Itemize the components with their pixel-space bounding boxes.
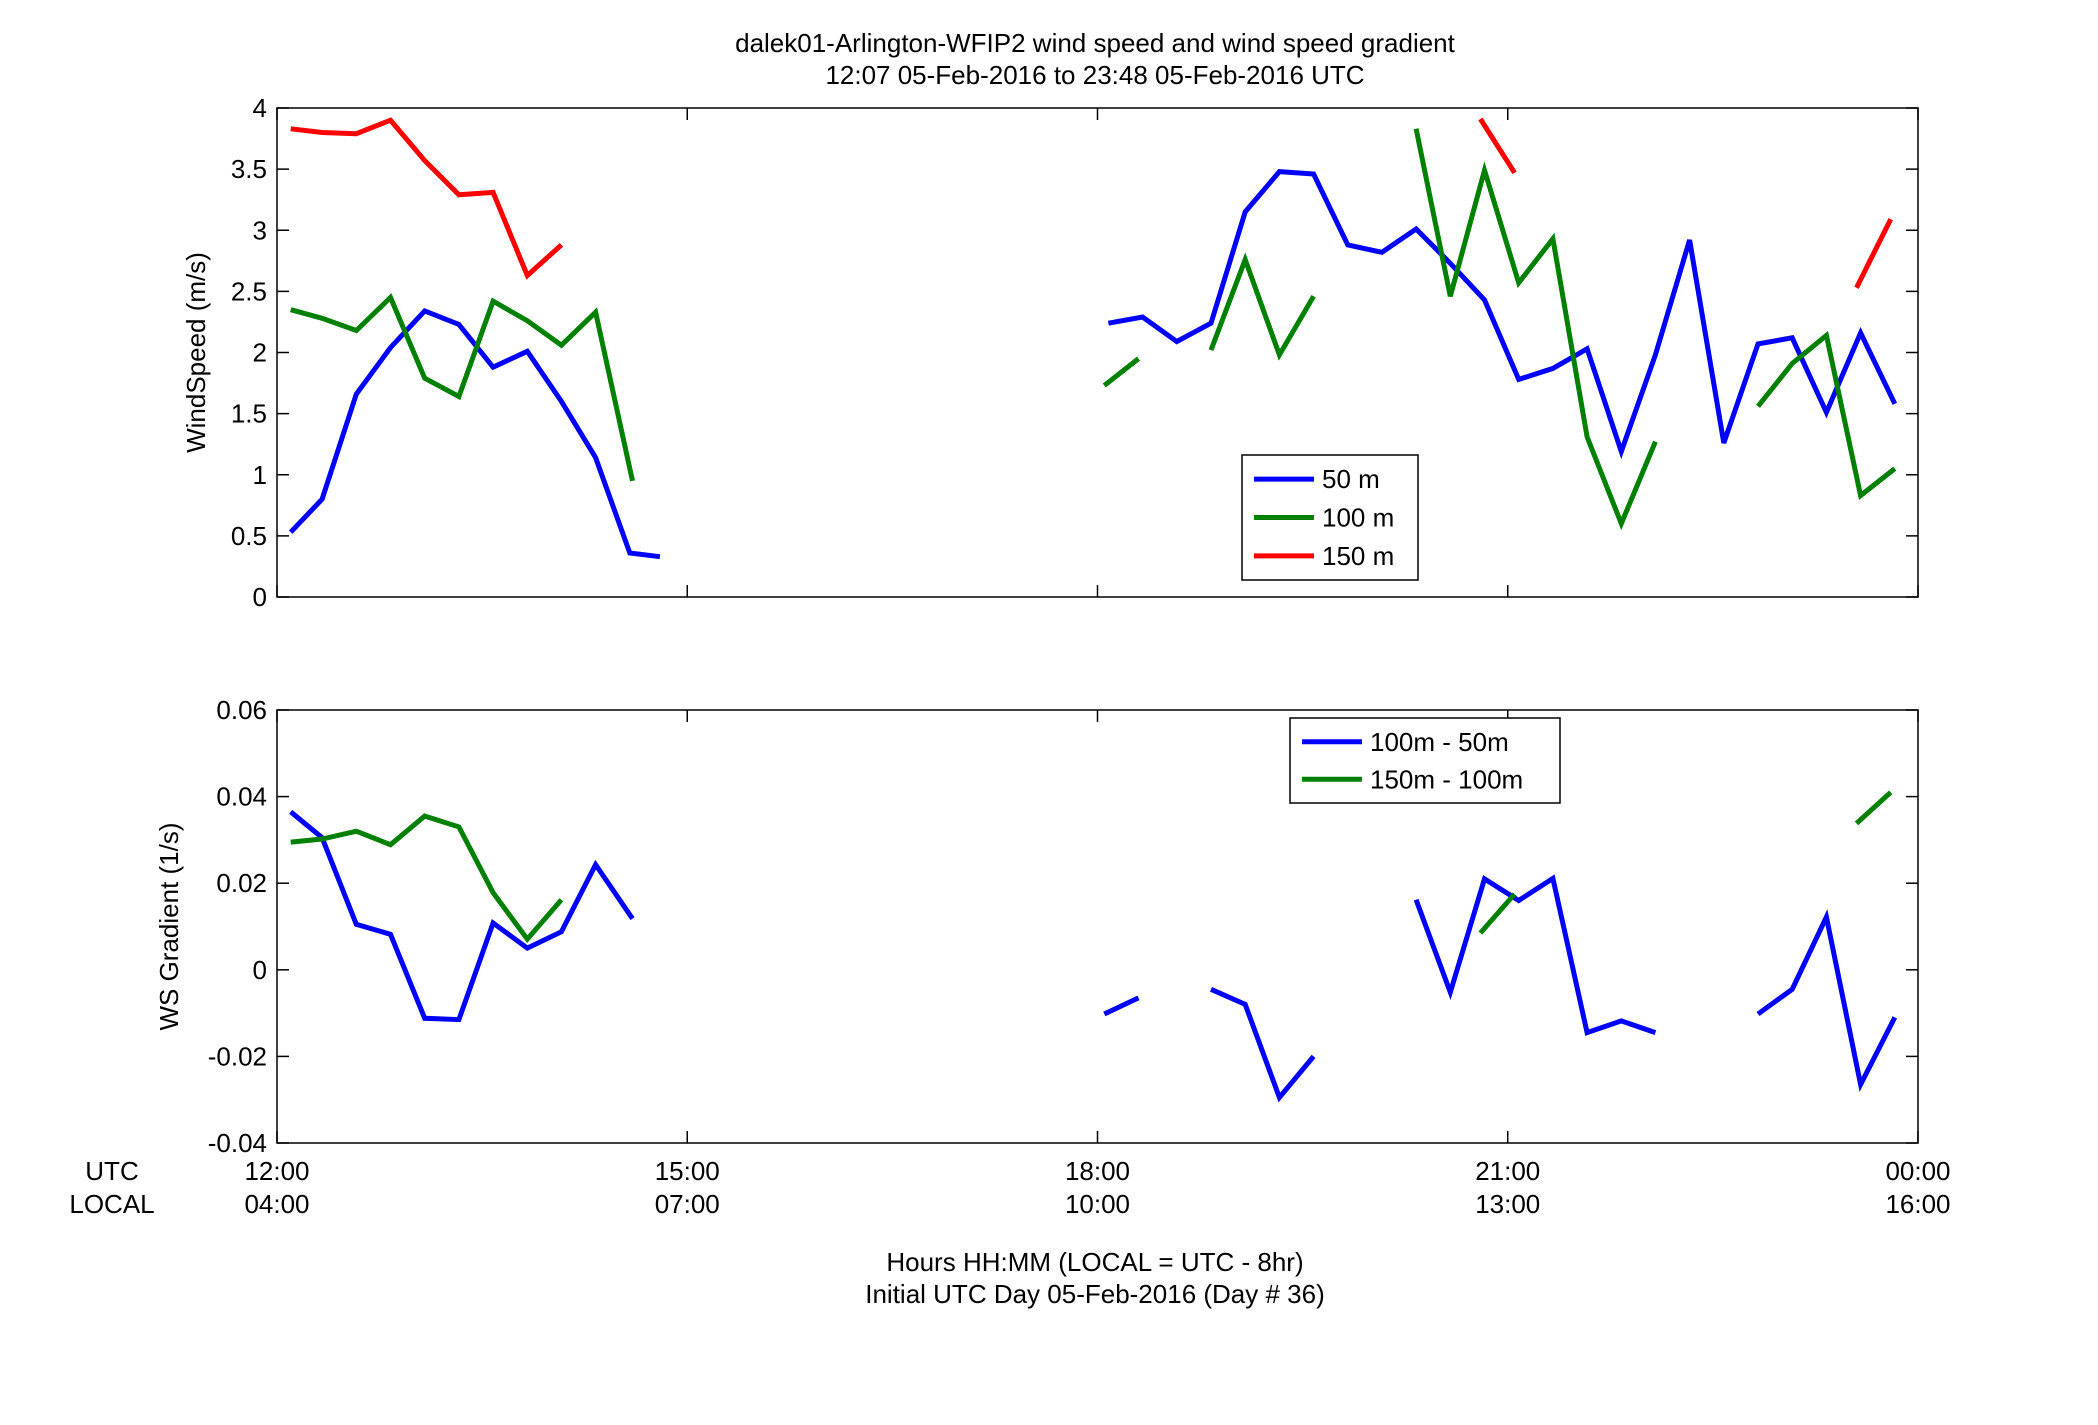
plot-area — [276, 709, 1919, 1144]
x-tick-label-local: 13:00 — [1475, 1189, 1540, 1219]
legend: 50 m 100 m 150 m — [1241, 454, 1419, 581]
wind-speed-panel: 0 0.5 1 1.5 2 2.5 3 3.5 4 WindSpeed (m/s) 50 m 100 … — [181, 93, 1919, 612]
y-tick-label: 3 — [253, 215, 267, 245]
series-line-150-m — [290, 117, 564, 280]
y-tick-label: 0.5 — [231, 521, 267, 551]
x-row-label-local: LOCAL — [69, 1189, 154, 1219]
y-tick-label: -0.02 — [208, 1041, 267, 1071]
chart-title: dalek01-Arlington-WFIP2 wind speed and w… — [735, 28, 1456, 58]
series-line-150m-100m — [1478, 892, 1517, 935]
series-line-100-m — [1102, 356, 1141, 388]
series-line-150m-100m — [290, 813, 564, 944]
series-line-100-m — [1756, 330, 1897, 500]
legend-label: 150m - 100m — [1370, 764, 1523, 794]
x-tick-label-utc: 15:00 — [655, 1156, 720, 1186]
x-tick-label-utc: 18:00 — [1065, 1156, 1130, 1186]
x-tick-label-local: 10:00 — [1065, 1189, 1130, 1219]
legend-label: 100m - 50m — [1370, 727, 1509, 757]
series-line-150-m — [1854, 218, 1893, 289]
y-tick-label: 0 — [253, 582, 267, 612]
y-tick-label: 2 — [253, 338, 267, 368]
gradient-panel: -0.04 -0.02 0 0.02 0.04 0.06 WS Gradient (1/s)… — [154, 695, 1919, 1158]
series-line-100m-50m — [1756, 909, 1898, 1093]
y-tick-label: 1 — [253, 460, 267, 490]
series-line-50-m — [1107, 169, 1898, 460]
x-tick-label-local: 04:00 — [244, 1189, 309, 1219]
x-tick-label-utc: 00:00 — [1885, 1156, 1950, 1186]
y-tick-label: 3.5 — [231, 154, 267, 184]
x-row-label-utc: UTC — [85, 1156, 138, 1186]
legend-label: 100 m — [1322, 503, 1394, 533]
y-tick-label: -0.04 — [208, 1128, 267, 1158]
y-axis-label: WS Gradient (1/s) — [154, 822, 184, 1030]
series-line-100-m — [290, 293, 635, 482]
series-line-100-m — [1208, 252, 1316, 361]
y-tick-label: 0.02 — [216, 868, 267, 898]
x-tick-label-utc: 21:00 — [1475, 1156, 1540, 1186]
legend-box — [1289, 717, 1561, 804]
y-tick-label: 4 — [253, 93, 267, 123]
y-tick-label: 0 — [253, 955, 267, 985]
x-tick-label-local: 16:00 — [1885, 1189, 1950, 1219]
x-axis-label: Hours HH:MM (LOCAL = UTC - 8hr) — [886, 1247, 1303, 1277]
y-tick-label: 0.06 — [216, 695, 267, 725]
legend-label: 150 m — [1322, 541, 1394, 571]
y-tick-label: 1.5 — [231, 399, 267, 429]
series-line-100m-50m — [1209, 987, 1316, 1103]
y-tick-label: 0.04 — [216, 782, 267, 812]
series-line-100m-50m — [289, 809, 635, 1023]
series-line-100-m — [1413, 128, 1658, 531]
y-tick-label: 2.5 — [231, 276, 267, 306]
series-line-100m-50m — [1413, 874, 1657, 1036]
y-axis-label: WindSpeed (m/s) — [181, 252, 211, 453]
plot-area — [276, 107, 1919, 598]
series-line-150-m — [1478, 117, 1517, 175]
series-line-100m-50m — [1103, 995, 1140, 1017]
legend-label: 50 m — [1322, 464, 1380, 494]
chart-subtitle: 12:07 05-Feb-2016 to 23:48 05-Feb-2016 U… — [825, 60, 1364, 90]
x-tick-label-utc: 12:00 — [244, 1156, 309, 1186]
series-line-150m-100m — [1854, 790, 1893, 826]
x-tick-label-local: 07:00 — [655, 1189, 720, 1219]
legend: 100m - 50m 150m - 100m — [1289, 717, 1561, 804]
x-axis-sublabel: Initial UTC Day 05-Feb-2016 (Day # 36) — [865, 1279, 1325, 1309]
